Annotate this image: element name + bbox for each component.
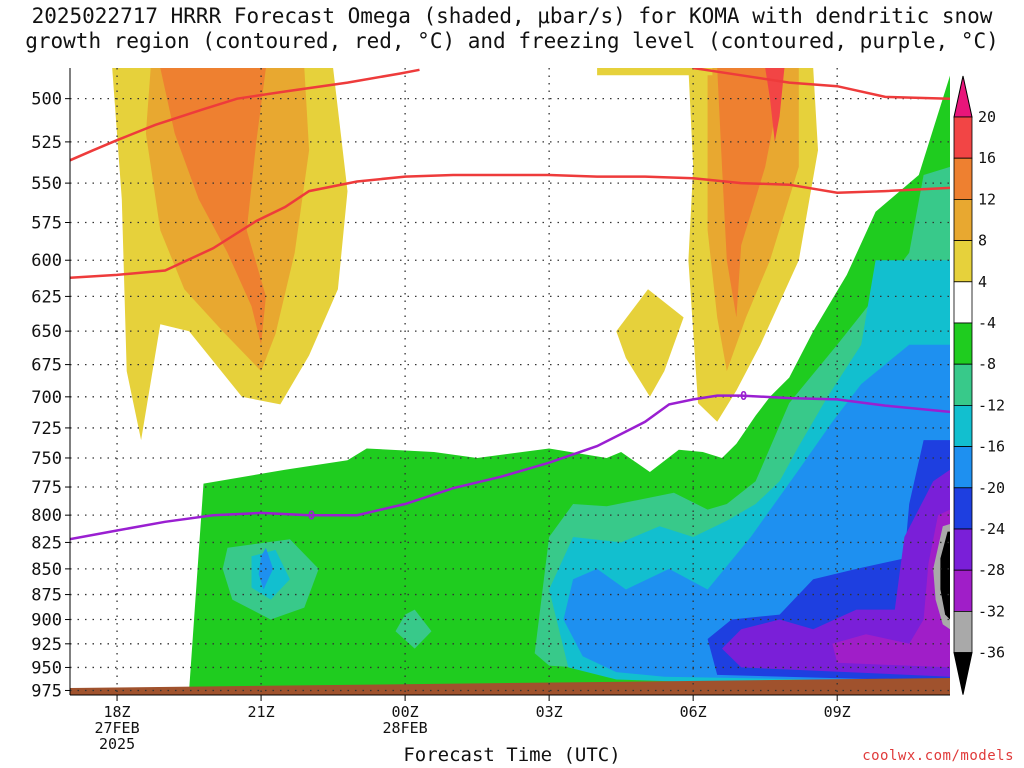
colorbar-bin-11 — [953, 528, 973, 571]
colorbar-bin-5 — [953, 281, 973, 324]
colorbar-label: -12 — [978, 396, 1005, 414]
colorbar-label: -8 — [978, 355, 996, 373]
colorbar-label: -20 — [978, 479, 1005, 497]
y-tick-label: 950 — [31, 658, 62, 678]
colorbar-label: 4 — [978, 273, 987, 291]
dendritic-contour-0 — [70, 68, 420, 162]
y-tick-label: 650 — [31, 322, 62, 342]
colorbar-bin-4 — [953, 240, 973, 283]
y-tick-label: 900 — [31, 611, 62, 631]
y-tick-label: 575 — [31, 214, 62, 234]
omega-region-16 — [940, 531, 950, 620]
colorbar-label: -28 — [978, 561, 1005, 579]
colorbar-label: 16 — [978, 149, 996, 167]
omega-region-13 — [722, 469, 950, 677]
y-tick-label: 975 — [31, 681, 62, 701]
x-tick-label: 18Z — [104, 703, 131, 721]
colorbar-bin-6 — [953, 322, 973, 365]
colorbar-bin-3 — [953, 198, 973, 241]
colorbar-extend-top — [953, 75, 973, 118]
omega-region-3 — [616, 289, 684, 397]
pressure-axis: 500 525 550 575 600 625 650 675 700 725 750 775 800 8… — [31, 90, 70, 701]
freezing-level-contours: 00 — [70, 389, 950, 541]
colorbar-label: -24 — [978, 520, 1005, 538]
x-tick-label: 03Z — [536, 703, 563, 721]
x-tick-label: 06Z — [680, 703, 707, 721]
y-tick-label: 550 — [31, 174, 62, 194]
y-tick-label: 825 — [31, 533, 62, 553]
colorbar-label: 20 — [978, 108, 996, 126]
colorbar-bin-2 — [953, 157, 973, 200]
y-tick-label: 775 — [31, 478, 62, 498]
y-tick-label: 875 — [31, 586, 62, 606]
omega-region-2 — [160, 68, 266, 345]
freezing-level-line-0 — [70, 394, 950, 541]
freezing-level-label-0: 0 — [308, 509, 315, 523]
dendritic-growth-contours — [70, 68, 950, 280]
dendritic-contour-2 — [693, 68, 950, 100]
colorbar-bin-13 — [953, 611, 973, 654]
y-tick-label: 525 — [31, 133, 62, 153]
chart-title: 2025022717 HRRR Forecast Omega (shaded, … — [25, 4, 999, 53]
colorbar-extend-bottom — [953, 652, 973, 695]
y-tick-label: 625 — [31, 287, 62, 307]
freezing-level-label-1: 0 — [740, 389, 747, 403]
x-tick-label: 28FEB — [383, 719, 428, 737]
colorbar-label: -4 — [978, 314, 996, 332]
x-tick-label: 00Z — [392, 703, 419, 721]
colorbar-bin-8 — [953, 404, 973, 447]
omega-shading-layer — [102, 68, 950, 695]
colorbar-label: 8 — [978, 232, 987, 250]
x-tick-label: 2025 — [99, 735, 135, 753]
plot-axes — [69, 68, 950, 696]
y-tick-label: 675 — [31, 356, 62, 376]
omega-region-7 — [765, 68, 785, 142]
colorbar-bin-12 — [953, 569, 973, 612]
y-tick-label: 800 — [31, 506, 62, 526]
x-tick-label: 27FEB — [94, 719, 139, 737]
y-tick-label: 700 — [31, 388, 62, 408]
colorbar-label: 12 — [978, 190, 996, 208]
colorbar: 20 16 12 8 4 -4 -8 -12 -16 -20 -24 -28 -32 -36 — [953, 75, 1005, 695]
omega-region-17 — [597, 68, 713, 76]
x-axis-label: Forecast Time (UTC) — [403, 744, 621, 766]
y-tick-label: 750 — [31, 449, 62, 469]
colorbar-label: -16 — [978, 438, 1005, 456]
x-tick-label: 21Z — [248, 703, 275, 721]
colorbar-label: -36 — [978, 644, 1005, 662]
y-tick-label: 500 — [31, 90, 62, 110]
dendritic-contour-1 — [70, 173, 950, 280]
source-credit: coolwx.com/models — [862, 748, 1014, 764]
y-tick-label: 600 — [31, 251, 62, 271]
colorbar-bin-9 — [953, 446, 973, 489]
colorbar-label: -32 — [978, 602, 1005, 620]
colorbar-bin-1 — [953, 116, 973, 159]
omega-embedded-cells-layer — [222, 539, 432, 649]
y-tick-label: 925 — [31, 635, 62, 655]
omega-region-14 — [832, 509, 950, 668]
omega-region-6 — [717, 68, 785, 318]
colorbar-bin-7 — [953, 363, 973, 406]
colorbar-bin-10 — [953, 487, 973, 530]
y-tick-label: 725 — [31, 419, 62, 439]
y-tick-label: 850 — [31, 560, 62, 580]
x-tick-label: 09Z — [824, 703, 851, 721]
